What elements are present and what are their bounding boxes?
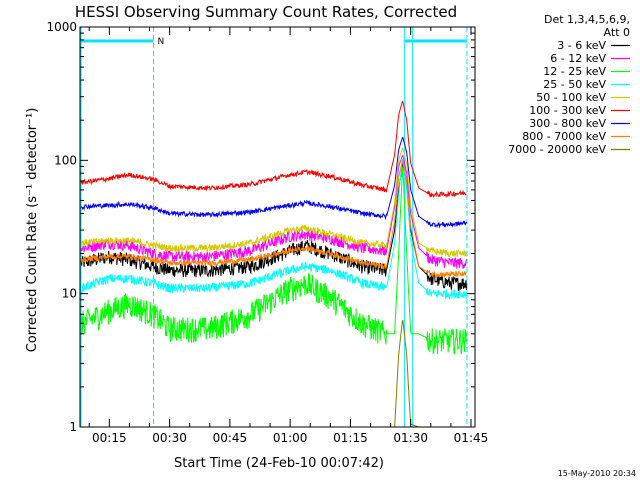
night-flag-label: N [158, 37, 165, 47]
plot-frame [79, 26, 476, 428]
legend-entry-label: 50 - 100 keV [536, 91, 606, 104]
x-axis-label: Start Time (24-Feb-10 00:07:42) [174, 456, 384, 471]
legend-entry-label: 800 - 7000 keV [522, 130, 606, 143]
series-25-50kev [80, 158, 467, 301]
y-tick-label: 1 [69, 420, 77, 434]
series-6-12kev [80, 155, 467, 269]
legend-entry-label: 7000 - 20000 keV [508, 143, 606, 156]
x-tick-label: 00:30 [152, 431, 187, 445]
y-axis-label: Corrected Count Rate (s⁻¹ detector⁻¹) [25, 108, 40, 353]
series-7000-20000kev [394, 319, 419, 428]
x-tick-label: 01:30 [393, 431, 428, 445]
timestamp: 15-May-2010 20:34 [558, 469, 636, 478]
legend-entry-label: 6 - 12 keV [550, 52, 606, 65]
x-tick-label: 01:45 [454, 431, 489, 445]
series-300-800kev [80, 136, 467, 229]
y-tick-label: 100 [54, 153, 77, 167]
legend-entry-label: 100 - 300 keV [529, 104, 606, 117]
series-100-300kev [80, 100, 467, 199]
legend-header: Det 1,3,4,5,6,9, [544, 13, 630, 26]
x-tick-label: 00:45 [213, 431, 248, 445]
legend-entry-label: 12 - 25 keV [543, 65, 606, 78]
axis-ticks: 1 10 100 1000 00:15 00:30 00:45 01:00 01:15 01:30… [46, 20, 488, 445]
x-tick-label: 01:00 [273, 431, 308, 445]
legend-entry-label: 3 - 6 keV [557, 39, 606, 52]
y-tick-label: 10 [62, 287, 77, 301]
x-tick-label: 01:15 [333, 431, 368, 445]
legend-entry-label: 25 - 50 keV [543, 78, 606, 91]
x-tick-label: 00:15 [92, 431, 127, 445]
series-50-100kev [81, 147, 467, 258]
chart-title: HESSI Observing Summary Count Rates, Cor… [75, 3, 457, 21]
legend-header: Att 0 [604, 26, 630, 39]
legend-entry-label: 300 - 800 keV [529, 117, 606, 130]
time-markers: N [80, 27, 468, 427]
series-12-25kev [80, 166, 467, 355]
y-tick-label: 1000 [46, 20, 77, 34]
series-800-7000kev [80, 160, 467, 279]
series-layer [80, 100, 467, 428]
